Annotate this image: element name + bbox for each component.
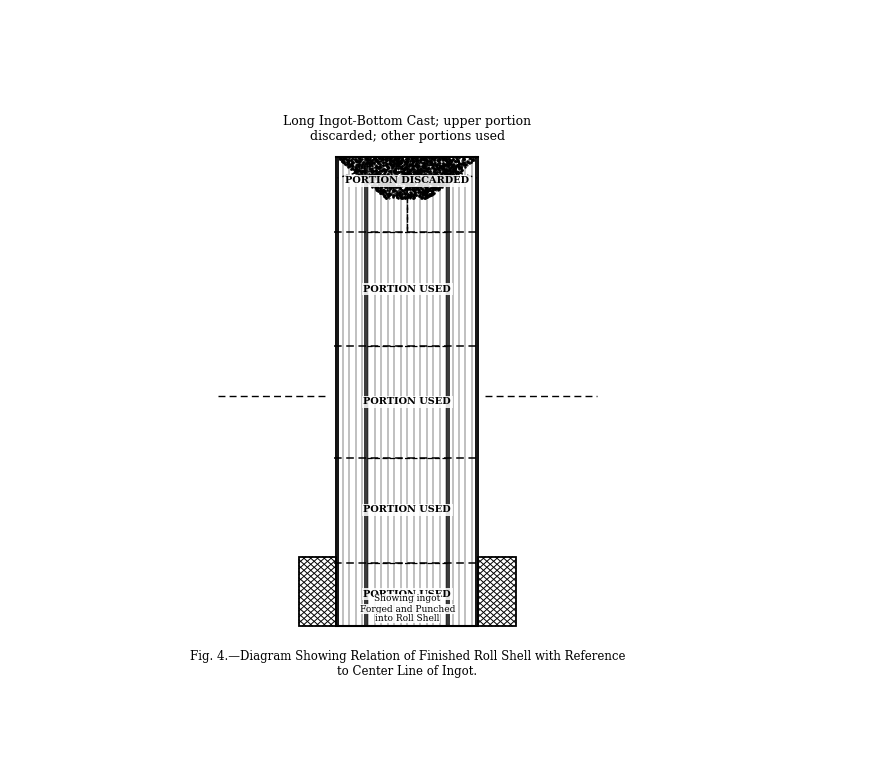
Text: PORTION USED: PORTION USED	[364, 284, 451, 294]
Text: Showing ingot: Showing ingot	[374, 594, 440, 604]
Text: Long Ingot-Bottom Cast; upper portion
discarded; other portions used: Long Ingot-Bottom Cast; upper portion di…	[283, 115, 531, 143]
Text: into Roll Shell: into Roll Shell	[375, 614, 440, 622]
Text: PORTION USED: PORTION USED	[364, 590, 451, 598]
Text: Fig. 4.—Diagram Showing Relation of Finished Roll Shell with Reference
to Center: Fig. 4.—Diagram Showing Relation of Fini…	[190, 651, 625, 678]
Bar	[299, 557, 336, 626]
Text: PORTION USED: PORTION USED	[364, 505, 451, 515]
Bar	[478, 557, 516, 626]
Text: Forged and Punched: Forged and Punched	[359, 604, 455, 614]
Text: PORTION USED: PORTION USED	[364, 397, 451, 406]
Text: PORTION DISCARDED: PORTION DISCARDED	[345, 177, 469, 185]
